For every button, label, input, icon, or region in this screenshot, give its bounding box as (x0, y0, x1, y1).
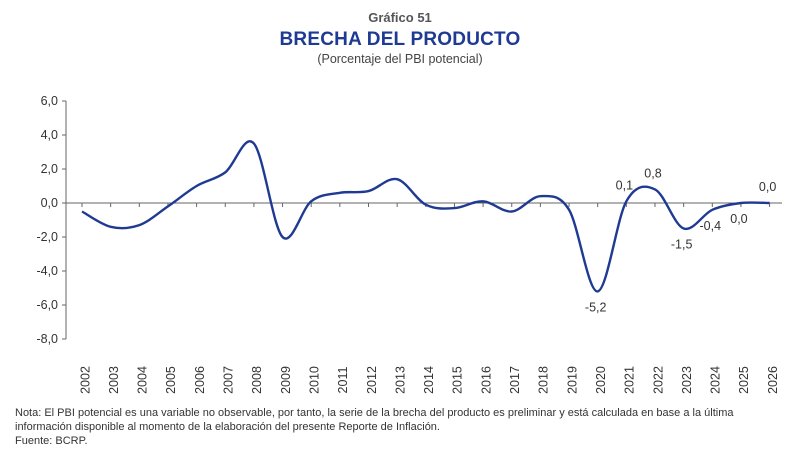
chart-title: BRECHA DEL PRODUCTO (279, 29, 521, 50)
x-tick-label: 2025 (737, 366, 751, 394)
y-tick-label: 4,0 (41, 128, 58, 142)
data-label: 0,8 (644, 166, 661, 180)
x-tick-label: 2026 (766, 366, 780, 394)
x-tick-label: 2009 (279, 366, 293, 394)
x-tick-label: 2006 (193, 366, 207, 394)
y-tick-label: -8,0 (36, 332, 58, 346)
y-tick-label: -6,0 (36, 298, 58, 312)
x-tick-label: 2007 (222, 366, 236, 394)
x-tick-label: 2015 (451, 366, 465, 394)
x-tick-label: 2020 (594, 366, 608, 394)
x-tick-label: 2003 (107, 366, 121, 394)
x-tick-label: 2014 (422, 366, 436, 394)
x-tick-label: 2018 (537, 366, 551, 394)
data-label: -5,2 (585, 300, 607, 314)
data-label: 0,1 (616, 178, 633, 192)
chart-footnote: Nota: El PBI potencial es una variable n… (15, 406, 790, 448)
source-text: Fuente: BCRP. (15, 435, 88, 447)
x-tick-label: 2024 (709, 366, 723, 394)
chart-subtitle: (Porcentaje del PBI potencial) (317, 52, 483, 66)
x-tick-label: 2005 (164, 366, 178, 394)
x-tick-label: 2016 (479, 366, 493, 394)
x-tick-label: 2008 (250, 366, 264, 394)
y-tick-label: -4,0 (36, 264, 58, 278)
y-tick-label: 6,0 (41, 94, 58, 108)
x-tick-label: 2023 (680, 366, 694, 394)
x-tick-label: 2002 (78, 366, 92, 394)
note-text: Nota: El PBI potencial es una variable n… (15, 407, 734, 433)
line-chart: 6,0 4,0 2,0 0,0 -2,0 -4,0 -6,0 -8,0 2002 2003 2004… (36, 94, 782, 394)
y-tick-label: -2,0 (36, 230, 58, 244)
x-tick-label: 2013 (393, 366, 407, 394)
data-label: 0,0 (759, 180, 776, 194)
x-tick-label: 2017 (508, 366, 522, 394)
data-label: 0,0 (730, 212, 747, 226)
y-tick-label: 0,0 (41, 196, 58, 210)
y-tick-label: 2,0 (41, 162, 58, 176)
x-tick-label: 2022 (651, 366, 665, 394)
x-tick-label: 2019 (565, 366, 579, 394)
x-tick-label: 2021 (623, 366, 637, 394)
x-tick-label: 2012 (365, 366, 379, 394)
x-tick-label: 2004 (136, 366, 150, 394)
series-line (81, 140, 770, 293)
data-label: -1,5 (671, 238, 693, 252)
chart-kicker: Gráfico 51 (368, 10, 432, 25)
x-tick-label: 2010 (307, 366, 321, 394)
x-tick-label: 2011 (336, 367, 350, 394)
data-label: -0,4 (700, 219, 722, 233)
